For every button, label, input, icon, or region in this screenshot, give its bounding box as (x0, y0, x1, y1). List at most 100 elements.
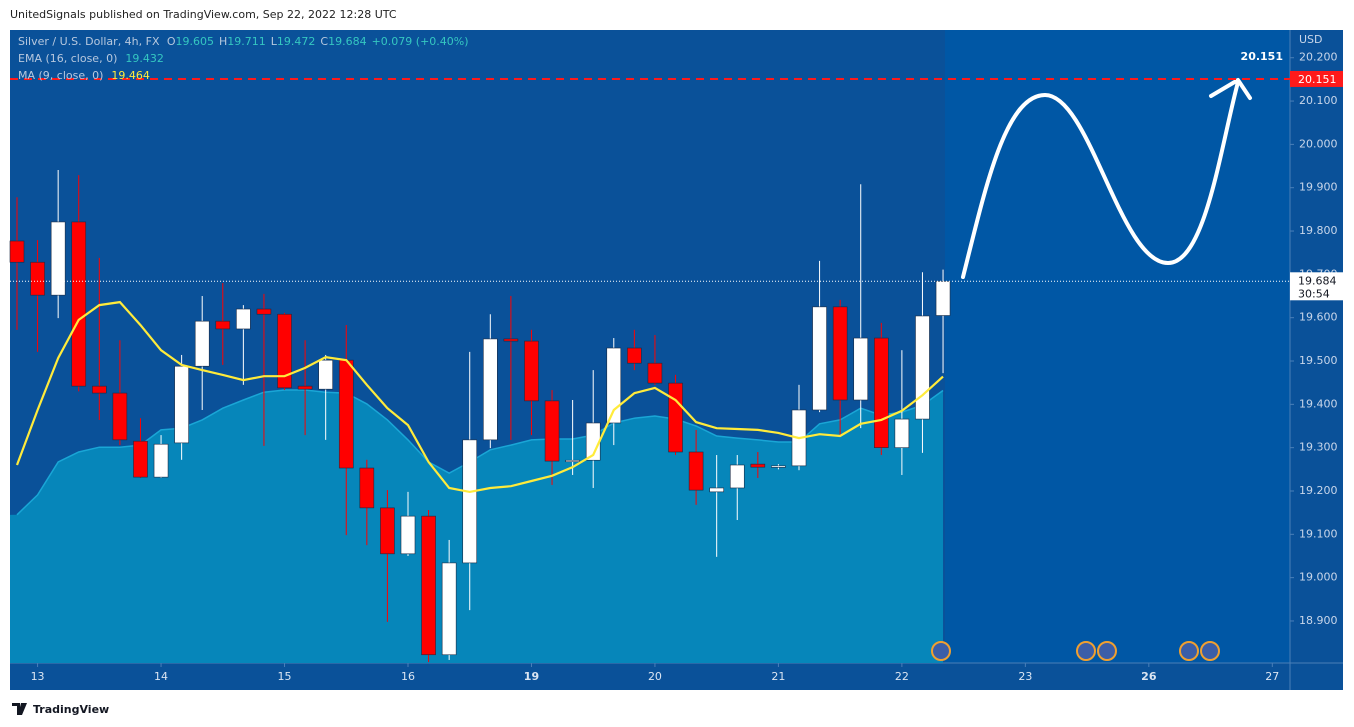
candle-body (359, 467, 375, 509)
y-tick-label: 19.900 (1299, 181, 1338, 194)
candle-body (441, 562, 457, 656)
plot (9, 169, 951, 663)
candle-body (709, 487, 724, 493)
legend-series-name: EMA (16, close, 0) (18, 52, 117, 65)
candle-body (318, 359, 333, 390)
candle-body (215, 320, 231, 330)
candle-body (874, 337, 889, 448)
x-tick-label: 26 (1141, 670, 1157, 683)
legend-title: Silver / U.S. Dollar, 4h, FX (18, 35, 160, 48)
candle-body (483, 338, 498, 441)
candle-body (380, 507, 395, 555)
candle-body (812, 306, 827, 411)
y-tick-label: 19.000 (1299, 571, 1338, 584)
target-axis-label: 20.151 (1298, 73, 1337, 86)
event-icon (1179, 641, 1199, 661)
x-tick-label: 20 (648, 670, 662, 683)
x-tick-label: 27 (1265, 670, 1279, 683)
y-tick-label: 19.200 (1299, 484, 1338, 497)
tv-logo (12, 703, 27, 715)
candle-body (194, 320, 210, 367)
legend-series: MA (9, close, 0) 19.464 (18, 69, 150, 82)
x-tick-label: 23 (1018, 670, 1032, 683)
candle-body (9, 240, 25, 263)
candle-body (729, 464, 745, 489)
legend-key: L (271, 35, 278, 48)
arrow-head (1209, 78, 1252, 100)
y-tick-label: 19.400 (1299, 397, 1338, 410)
candle-body (627, 347, 642, 364)
ma-line (15, 300, 944, 494)
candle-body (750, 463, 766, 468)
legend-value: 19.605 (175, 35, 214, 48)
candle-body (338, 359, 354, 469)
candle-body (30, 261, 45, 296)
forecast-arrow (961, 80, 1240, 279)
candle-body (277, 313, 292, 389)
event-icon (931, 641, 951, 661)
candle-body (832, 306, 848, 401)
candle-body (935, 280, 951, 316)
candle-body (92, 385, 107, 394)
publish-header: UnitedSignals published on TradingView.c… (10, 8, 397, 21)
candle-body (915, 315, 930, 420)
y-tick-label: 19.800 (1299, 224, 1338, 237)
candle-body (544, 400, 560, 462)
candle-body (50, 221, 66, 296)
candle-body (256, 308, 272, 315)
candle-body (668, 382, 683, 453)
candle-body (112, 392, 128, 441)
y-tick-label: 20.000 (1299, 137, 1338, 150)
candle-body (565, 459, 580, 463)
y-tick-label: 19.100 (1299, 527, 1338, 540)
legend-value: 19.684 (328, 35, 367, 48)
legend-key: H (219, 35, 227, 48)
candle-body (400, 515, 416, 555)
legend-change: +0.079 (+0.40%) (372, 35, 469, 48)
last-price-box (1290, 272, 1343, 301)
candle-body (647, 362, 663, 384)
candle-body (153, 443, 169, 478)
legend-series-name: MA (9, close, 0) (18, 69, 103, 82)
y-tick-label: 19.300 (1299, 441, 1338, 454)
y-tick-label: 18.900 (1299, 614, 1338, 627)
event-icon (1200, 641, 1220, 661)
x-tick-label: 14 (154, 670, 168, 683)
candle-body (297, 385, 313, 390)
candle-body (462, 439, 478, 564)
x-tick-label: 15 (278, 670, 292, 683)
candle-body (421, 515, 436, 656)
x-tick-label: 21 (771, 670, 785, 683)
footer-brand: TradingView (33, 703, 109, 716)
ema-line (16, 389, 944, 516)
target-annotation: 20.151 (1241, 50, 1283, 63)
axis-unit: USD (1299, 33, 1323, 46)
x-tick-label: 16 (401, 670, 415, 683)
legend-key: C (320, 35, 328, 48)
event-icons (931, 641, 1220, 661)
candle-body (503, 338, 519, 342)
legend-value: 19.472 (277, 35, 316, 48)
legend-main: Silver / U.S. Dollar, 4h, FX O19.605 H19.7… (18, 35, 469, 48)
candle-body (853, 337, 869, 401)
candle-body (133, 440, 148, 478)
legend-series-value: 19.464 (111, 69, 150, 82)
event-icon (1076, 641, 1096, 661)
target-box (1290, 70, 1343, 87)
candle-body (771, 465, 786, 468)
y-tick-label: 20.100 (1299, 94, 1338, 107)
candle-body (688, 451, 704, 491)
candle-body (71, 221, 87, 387)
candle-body (894, 418, 910, 448)
legend-series-value: 19.432 (125, 52, 164, 65)
legend-series: EMA (16, close, 0) 19.432 (18, 52, 164, 65)
candle-body (236, 308, 251, 330)
candle-body (606, 347, 622, 424)
candle-body (524, 340, 539, 402)
y-tick-label: 19.500 (1299, 354, 1338, 367)
legend-value: 19.711 (227, 35, 266, 48)
countdown: 30:54 (1298, 287, 1330, 300)
legend-key: O (167, 35, 176, 48)
y-tick-label: 20.200 (1299, 51, 1338, 64)
